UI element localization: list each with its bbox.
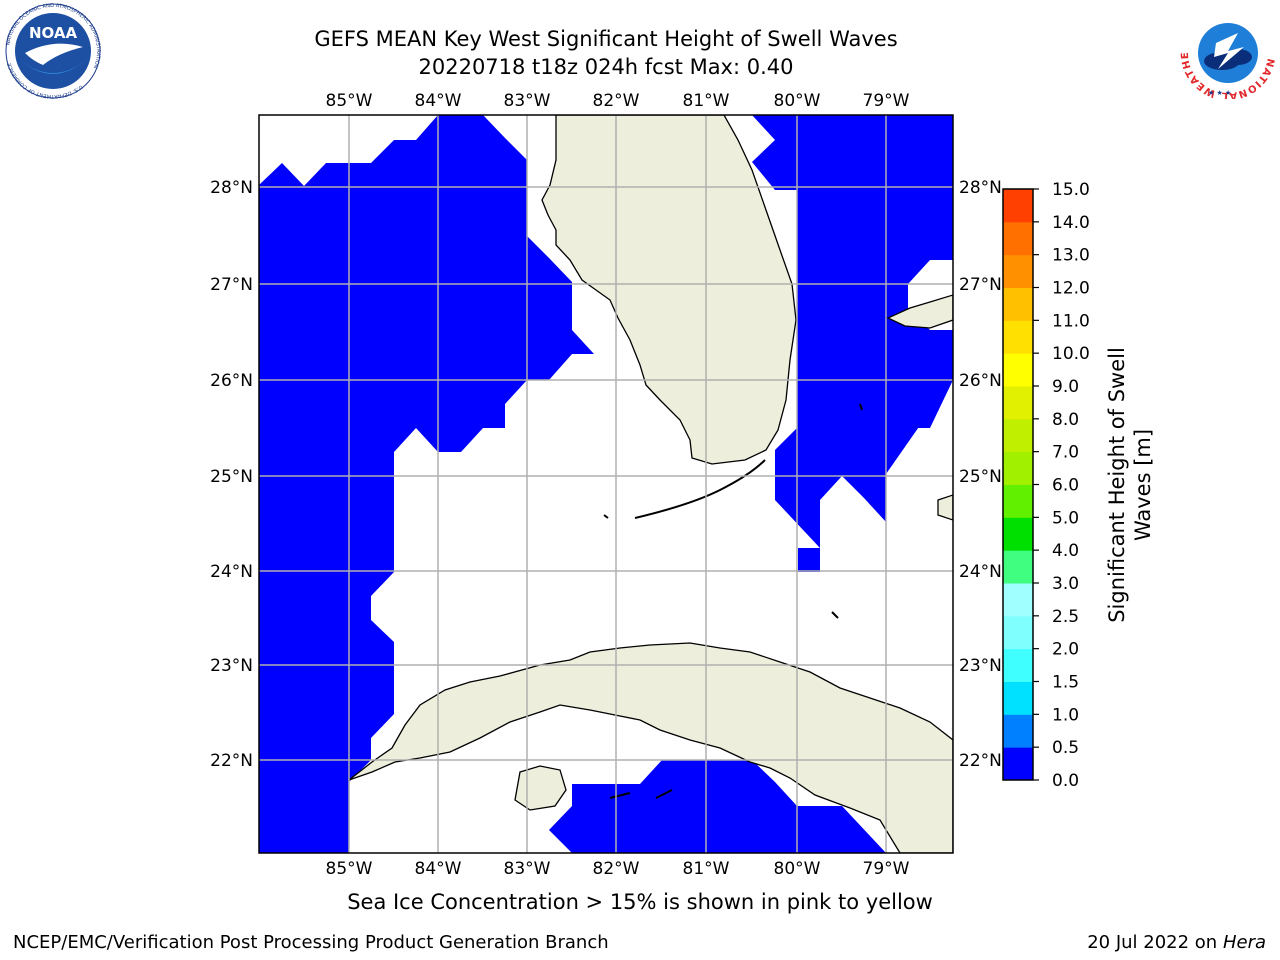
lat-label: 24°N (210, 562, 253, 582)
lat-label: 22°N (210, 751, 253, 771)
colorbar-tick-label: 13.0 (1052, 246, 1090, 266)
noaa-logo: NOAA NATIONAL OCEANIC AND ATMOSPHERIC AD… (5, 3, 101, 99)
colorbar-bin (1003, 583, 1033, 617)
florida (541, 115, 797, 465)
swell-field (259, 115, 953, 853)
colorbar-tick-label: 0.5 (1052, 738, 1079, 758)
colorbar-bin (1003, 550, 1033, 584)
colorbar-bin (1003, 648, 1033, 682)
colorbar-bin (1003, 189, 1033, 223)
lat-label: 24°N (959, 562, 1002, 582)
lat-labels-right: 28°N 27°N 26°N 25°N 24°N 23°N 22°N (959, 178, 1002, 771)
colorbar-bin (1003, 714, 1033, 748)
sea-ice-note: Sea Ice Concentration > 15% is shown in … (347, 890, 933, 914)
producer-credit: NCEP/EMC/Verification Post Processing Pr… (13, 932, 609, 953)
lon-label: 80°W (774, 91, 821, 111)
map-frame (258, 114, 954, 854)
colorbar-bin (1003, 681, 1033, 715)
lat-label: 26°N (210, 371, 253, 391)
lon-label: 84°W (415, 91, 462, 111)
nws-logo: NATIONAL WEATHER SERVICE ★ ★ ★ (1178, 3, 1275, 99)
colorbar-tick-label: 10.0 (1052, 344, 1090, 364)
colorbar-tick-label: 2.0 (1052, 640, 1079, 660)
lat-label: 26°N (959, 371, 1002, 391)
lon-label: 80°W (774, 859, 821, 879)
colorbar-tick-label: 7.0 (1052, 443, 1079, 463)
colorbar-tick-label: 9.0 (1052, 377, 1079, 397)
colorbar-tick-label: 12.0 (1052, 279, 1090, 299)
colorbar-tick-label: 4.0 (1052, 541, 1079, 561)
map-area (259, 115, 953, 853)
lat-labels-left: 28°N 27°N 26°N 25°N 24°N 23°N 22°N (210, 178, 253, 771)
colorbar-bin (1003, 517, 1033, 551)
colorbar-tick-label: 1.0 (1052, 705, 1079, 725)
colorbar-tick-label: 11.0 (1052, 311, 1090, 331)
colorbar-tick-label: 1.5 (1052, 673, 1079, 693)
colorbar-bin (1003, 484, 1033, 518)
colorbar-bin (1003, 451, 1033, 485)
colorbar-bin (1003, 353, 1033, 387)
lon-label: 79°W (863, 859, 910, 879)
graticule (259, 115, 953, 853)
lon-label: 79°W (863, 91, 910, 111)
lat-label: 22°N (959, 751, 1002, 771)
lat-label: 28°N (210, 178, 253, 198)
map-title: GEFS MEAN Key West Significant Height of… (314, 27, 898, 51)
lon-label: 81°W (683, 859, 730, 879)
colorbar-label: Significant Height of Swell (1105, 347, 1129, 623)
colorbar-tick-label: 2.5 (1052, 607, 1079, 627)
colorbar-bin (1003, 386, 1033, 420)
lat-label: 27°N (959, 275, 1002, 295)
lat-label: 25°N (959, 467, 1002, 487)
lon-labels-top: 85°W 84°W 83°W 82°W 81°W 80°W 79°W (326, 91, 910, 111)
colorbar (1002, 188, 1039, 781)
map-subtitle: 20220718 t18z 024h fcst Max: 0.40 (418, 55, 794, 79)
lon-labels-bottom: 85°W 84°W 83°W 82°W 81°W 80°W 79°W (326, 859, 910, 879)
colorbar-bin (1003, 747, 1033, 781)
colorbar-bin (1003, 221, 1033, 256)
colorbar-tick-label: 3.0 (1052, 574, 1079, 594)
lat-label: 25°N (210, 467, 253, 487)
colorbar-tick-label: 15.0 (1052, 180, 1090, 200)
colorbar-tick-label: 6.0 (1052, 476, 1079, 496)
generated-date: 20 Jul 2022 on Hera (1087, 932, 1266, 953)
lon-label: 85°W (326, 91, 373, 111)
colorbar-bin (1003, 320, 1033, 354)
colorbar-tick-label: 14.0 (1052, 213, 1090, 233)
colorbar-bin (1003, 615, 1033, 650)
svg-text:★ ★ ★: ★ ★ ★ (1208, 89, 1231, 97)
lon-label: 85°W (326, 859, 373, 879)
colorbar-bin (1003, 418, 1033, 453)
land (348, 115, 953, 853)
colorbar-label-units: Waves [m] (1131, 429, 1155, 541)
colorbar-bin (1003, 254, 1033, 288)
lat-label: 23°N (210, 656, 253, 676)
lon-label: 82°W (593, 91, 640, 111)
lat-label: 27°N (210, 275, 253, 295)
bahamas-andros (886, 294, 953, 329)
lon-label: 83°W (504, 91, 551, 111)
lon-label: 84°W (415, 859, 462, 879)
colorbar-tick-label: 0.0 (1052, 771, 1079, 791)
noaa-logo-text: NOAA (29, 24, 78, 42)
lon-label: 82°W (593, 859, 640, 879)
colorbar-bin (1003, 287, 1033, 321)
lon-label: 81°W (683, 91, 730, 111)
colorbar-tick-labels: 0.0 0.5 1.0 1.5 2.0 2.5 3.0 4.0 5.0 6.0 7.0 8.0 9.0 1… (1052, 180, 1090, 791)
colorbar-tick-label: 8.0 (1052, 410, 1079, 430)
bahamas-south (937, 494, 953, 521)
lat-label: 28°N (959, 178, 1002, 198)
cuba (348, 642, 953, 853)
florida-keys (603, 403, 863, 799)
lon-label: 83°W (504, 859, 551, 879)
lat-label: 23°N (959, 656, 1002, 676)
colorbar-tick-label: 5.0 (1052, 508, 1079, 528)
